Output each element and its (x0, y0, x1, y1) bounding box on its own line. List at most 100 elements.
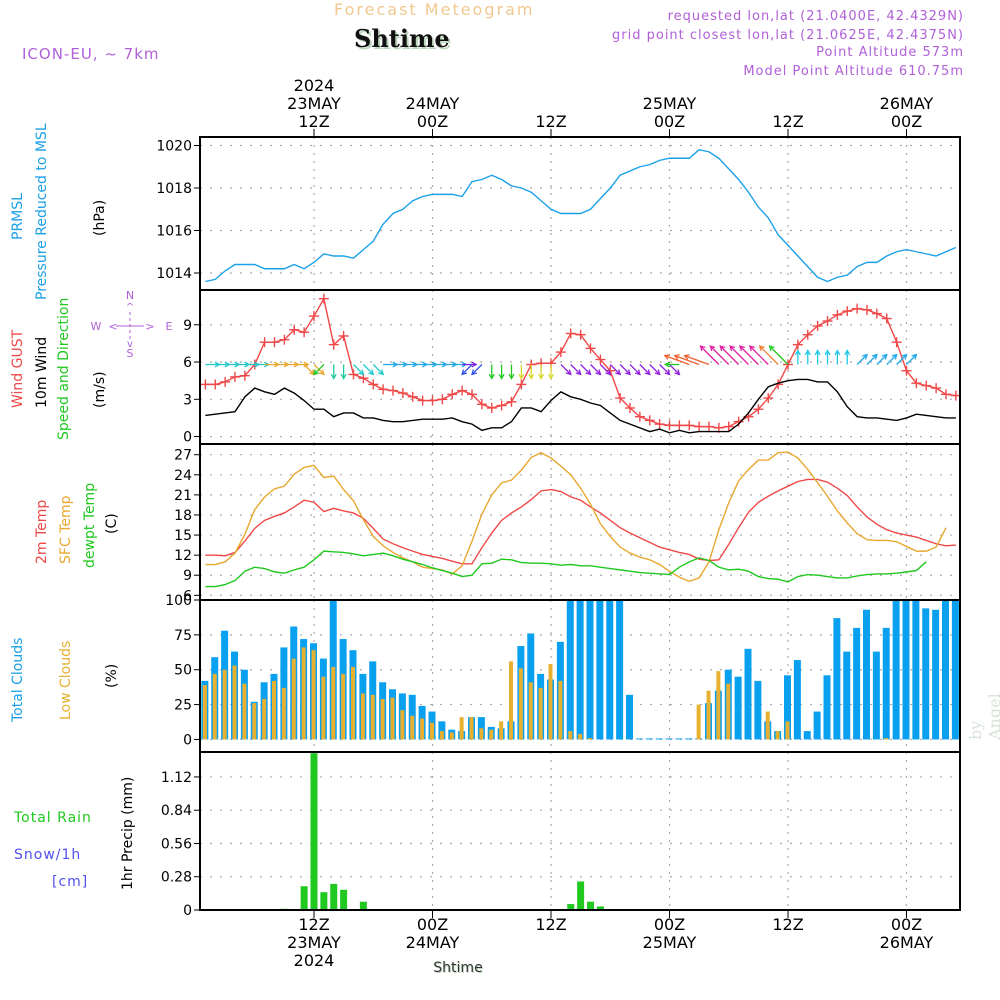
wind-direction-arrow (673, 354, 700, 366)
wind-direction-arrow (876, 353, 888, 365)
low-clouds-bar (439, 731, 444, 740)
wind-direction-arrow (609, 364, 622, 376)
low-clouds-bar (410, 715, 415, 740)
gust-marker (634, 411, 645, 422)
y-tick-label: 0.28 (161, 870, 192, 886)
gust-marker (555, 347, 566, 358)
series-line-sfc-temp (205, 451, 947, 582)
wind-direction-arrow (664, 361, 680, 368)
gust-marker (239, 370, 250, 381)
total-clouds-bar (586, 600, 594, 740)
low-clouds-bar (400, 710, 405, 740)
low-clouds-bar (469, 717, 474, 740)
low-clouds-bar (351, 666, 355, 740)
gust-marker (447, 389, 458, 400)
y-tick-label: 21 (174, 488, 192, 504)
gust-marker (210, 379, 221, 390)
x-tick-label-top: 25MAY (643, 94, 697, 113)
gust-marker (279, 334, 290, 345)
gust-marker (704, 421, 714, 432)
wind-direction-arrow (362, 364, 375, 376)
y-tick-label: 0.84 (161, 803, 192, 819)
low-clouds-bar (528, 682, 533, 740)
wind-direction-arrow (663, 354, 690, 366)
gust-marker (822, 316, 833, 327)
total-clouds-bar (645, 738, 653, 740)
wind-direction-arrow (353, 364, 365, 376)
low-clouds-bar (341, 673, 346, 740)
gust-marker (457, 385, 468, 396)
rain-bar (577, 881, 585, 910)
gust-marker (753, 404, 764, 415)
wind-direction-arrow (313, 364, 325, 376)
gust-marker (506, 396, 517, 407)
rain-bar (310, 753, 318, 910)
total-clouds-bar (793, 659, 801, 740)
gust-marker (388, 385, 398, 396)
low-clouds-bar (578, 733, 583, 740)
gust-marker (437, 394, 448, 405)
x-tick-label-top: 24MAY (406, 94, 460, 113)
wind-direction-arrow (570, 364, 582, 376)
total-clouds-bar (655, 738, 663, 740)
wind-direction-arrow (340, 364, 347, 380)
total-clouds-bar (675, 738, 683, 740)
total-clouds-bar (843, 651, 851, 740)
gust-marker (625, 402, 635, 413)
wind-direction-arrow (528, 364, 535, 380)
y-tick-label: 0 (183, 903, 192, 919)
gust-marker (792, 339, 803, 350)
wind-direction-arrow (699, 345, 720, 365)
low-clouds-bar (449, 732, 454, 740)
requested-coords: requested lon,lat (21.0400E, 42.4329N) (667, 9, 964, 24)
low-clouds-bar (242, 683, 247, 740)
x-tick-label-bottom: 00Z (417, 915, 448, 934)
x-tick-label-bottom: 00Z (891, 915, 922, 934)
wind-direction-arrow (768, 345, 789, 365)
footer-station: Shtime (433, 960, 482, 976)
snow-unit: [cm] (52, 874, 89, 890)
total-clouds-bar (951, 600, 959, 740)
y-tick-label: 27 (174, 448, 192, 464)
gust-marker (684, 420, 695, 431)
gust-marker (881, 313, 892, 324)
wind-direction-arrow (709, 345, 730, 365)
total-clouds-bar (833, 618, 841, 740)
low-clouds-bar (716, 671, 721, 740)
gust-marker (486, 402, 497, 413)
x-tick-label-bottom: 12Z (535, 915, 566, 934)
series-line-10m-wind (205, 378, 956, 434)
wind-direction-arrow (719, 345, 740, 365)
y-tick-label: 6 (183, 588, 192, 604)
total-clouds-bar (872, 651, 880, 740)
low-clouds-bar (331, 666, 336, 740)
rain-bar (587, 901, 594, 910)
low-clouds-bar (499, 721, 504, 740)
gust-marker (901, 365, 912, 376)
gust-marker (763, 393, 774, 404)
gust-marker (378, 384, 389, 395)
gust-marker (842, 306, 853, 317)
gust-marker (467, 389, 477, 400)
gust-marker (289, 324, 300, 335)
low-clouds-bar (311, 650, 316, 740)
wind-direction-arrow (886, 353, 898, 365)
gust-marker (812, 321, 823, 332)
total-clouds-bar (922, 608, 930, 740)
gust-marker (427, 395, 438, 406)
total-clouds-bar (616, 600, 624, 740)
x-tick-label-top: 26MAY (880, 94, 934, 113)
series-line-wind-gust (205, 296, 956, 429)
total-clouds-bar (892, 600, 900, 740)
low-clouds-bar (291, 658, 296, 740)
station-name: Shtime (354, 24, 450, 53)
rain-label: Total Rain (14, 810, 92, 826)
low-clouds-bar (420, 718, 425, 740)
wind-direction-arrow (844, 349, 851, 365)
x-tick-label-bottom: 23MAY (287, 933, 341, 952)
low-clouds-bar (370, 694, 375, 740)
y-tick-label: 12 (174, 548, 192, 564)
low-clouds-bar (884, 738, 889, 740)
wind-direction-arrow (683, 354, 710, 366)
low-clouds-bar (568, 731, 573, 740)
